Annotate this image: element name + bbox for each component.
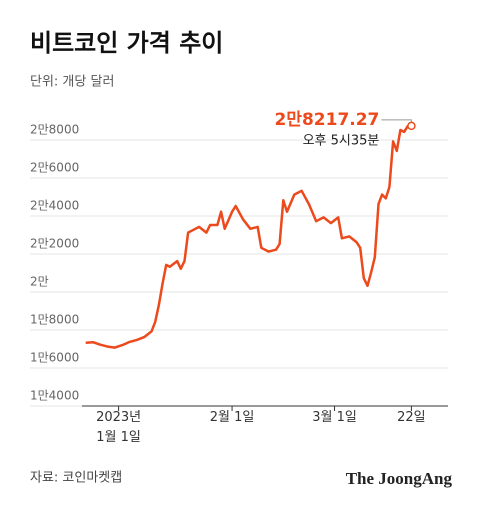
y-tick-label: 2만 [30,275,49,289]
y-tick-label: 2만6000 [30,161,79,175]
end-point [407,121,416,131]
x-tick-label: 22일 [397,410,426,425]
y-tick-label: 1만8000 [30,313,79,327]
leader-line [381,119,412,126]
price-line [85,124,412,349]
x-tick-label: 2023년 1월 1일 [96,410,142,445]
subtitle: 단위: 개당 달러 [30,75,114,90]
chart-title: 비트코인 가격 추이 [30,29,223,57]
x-tick-label: 2월 1일 [209,410,255,425]
y-tick-label: 1만6000 [30,351,79,365]
y-tick-label: 2만8000 [30,123,79,137]
y-tick-label: 2만4000 [30,199,79,213]
source: 자료: 코인마켓캡 [30,471,122,486]
y-tick-label: 2만2000 [30,237,79,251]
value-label: 2만8217.27 [274,110,379,130]
x-tick-label: 3월 1일 [312,410,357,425]
y-tick-label: 1만4000 [30,389,79,403]
annotation: 오후 5시35분 [303,133,380,148]
brand: The JoongAng [346,469,453,488]
